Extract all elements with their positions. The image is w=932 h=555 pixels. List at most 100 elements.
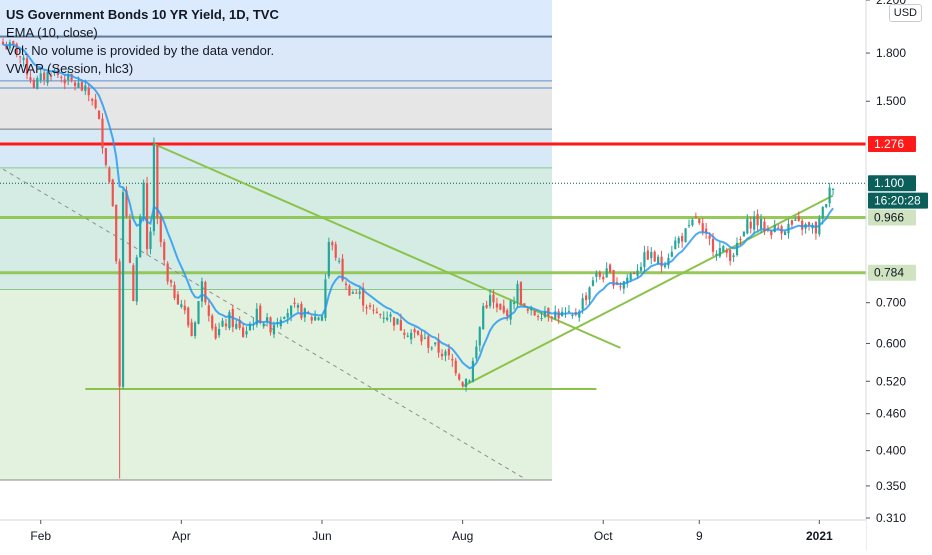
candle-body <box>536 316 540 318</box>
candle-body <box>811 225 814 229</box>
candle-body <box>269 317 272 333</box>
candle-body <box>739 239 742 241</box>
candle-body <box>794 219 797 221</box>
candle-body <box>746 219 749 234</box>
candle-body <box>399 320 402 331</box>
candle-body <box>176 294 180 305</box>
downtrend-line <box>153 143 621 349</box>
candle-body <box>725 249 728 253</box>
candle-body <box>149 231 152 250</box>
candle-body <box>97 110 101 119</box>
candle-body <box>324 279 327 319</box>
price-tick-label: 0.310 <box>876 511 906 525</box>
candle-body <box>667 257 670 266</box>
candle-body <box>588 287 591 300</box>
price-tick-label: 0.520 <box>876 374 906 388</box>
candle-body <box>36 78 39 89</box>
time-tick-label: Oct <box>594 529 613 543</box>
price-badge <box>868 209 916 226</box>
price-tick-label: 2.200 <box>876 0 906 7</box>
currency-button[interactable]: USD <box>888 4 922 22</box>
candle-body <box>756 214 759 226</box>
candle-body <box>338 260 341 262</box>
candle-body <box>235 323 238 329</box>
candle-body <box>290 305 293 316</box>
legend-title: US Government Bonds 10 YR Yield, 1D, TVC <box>6 7 279 22</box>
price-badge <box>868 135 916 152</box>
candle-body <box>471 360 475 382</box>
candle-body <box>773 224 776 233</box>
candle-body <box>711 239 715 252</box>
candle-body <box>718 248 721 257</box>
candle-body <box>5 44 8 50</box>
candle-body <box>29 77 32 81</box>
fib-zone <box>0 289 552 480</box>
candle-body <box>550 316 553 319</box>
candle-body <box>152 144 156 232</box>
candle-body <box>101 118 104 149</box>
candle-body <box>612 270 615 286</box>
candle-body <box>430 347 433 349</box>
candle-body <box>15 43 18 54</box>
candle-body <box>266 317 269 322</box>
candle-body <box>91 98 94 101</box>
candle-body <box>639 266 643 271</box>
candle-body <box>708 235 711 239</box>
candle-body <box>523 303 526 307</box>
candle-body <box>317 317 320 320</box>
candle-body <box>259 305 262 323</box>
candle-body <box>70 73 73 81</box>
time-tick-label: Aug <box>452 529 473 543</box>
candle-body <box>49 75 53 77</box>
fib-zone <box>0 0 552 36</box>
candle-body <box>255 308 258 325</box>
candle-body <box>19 56 22 58</box>
candle-body <box>331 242 334 246</box>
candle-body <box>681 235 684 242</box>
candle-body <box>464 378 468 387</box>
candle-body <box>389 314 392 317</box>
candle-body <box>694 216 697 218</box>
legend-ema: EMA (10, close) <box>6 25 98 40</box>
candle-body <box>163 242 166 260</box>
candle-body <box>735 242 739 255</box>
candle-body <box>585 295 588 301</box>
candle-body <box>217 328 221 336</box>
price-badge-label: 16:20:28 <box>874 194 921 208</box>
candle-body <box>643 252 646 268</box>
price-tick-label: 1.800 <box>876 46 906 60</box>
candle-body <box>687 224 691 226</box>
candle-body <box>598 272 601 277</box>
candle-body <box>375 311 378 314</box>
candle-body <box>516 284 519 303</box>
candle-body <box>286 312 289 318</box>
price-tick-label: 0.460 <box>876 407 906 421</box>
price-badge-label: 0.966 <box>874 211 904 225</box>
candle-body <box>159 216 162 243</box>
candle-body <box>94 99 97 108</box>
candle-body <box>749 221 752 229</box>
candle-body <box>238 320 241 328</box>
candle-body <box>670 251 673 257</box>
candle-body <box>310 317 313 321</box>
fib-zone <box>0 167 552 290</box>
candle-body <box>660 256 663 267</box>
price-badge <box>868 175 916 192</box>
candle-body <box>314 316 317 321</box>
candle-body <box>729 249 732 261</box>
candle-body <box>228 312 231 329</box>
candle-body <box>591 280 595 286</box>
candle-body <box>444 351 447 356</box>
candle-body <box>742 231 745 237</box>
candle-body <box>499 303 502 310</box>
candle-body <box>382 317 385 319</box>
candle-body <box>701 223 704 232</box>
candle-body <box>619 286 622 288</box>
candle-body <box>482 306 485 330</box>
legend-vwap: VWAP (Session, hlc3) <box>6 61 134 76</box>
candle-body <box>530 309 533 311</box>
candle-body <box>108 168 111 182</box>
candle-body <box>200 281 204 302</box>
